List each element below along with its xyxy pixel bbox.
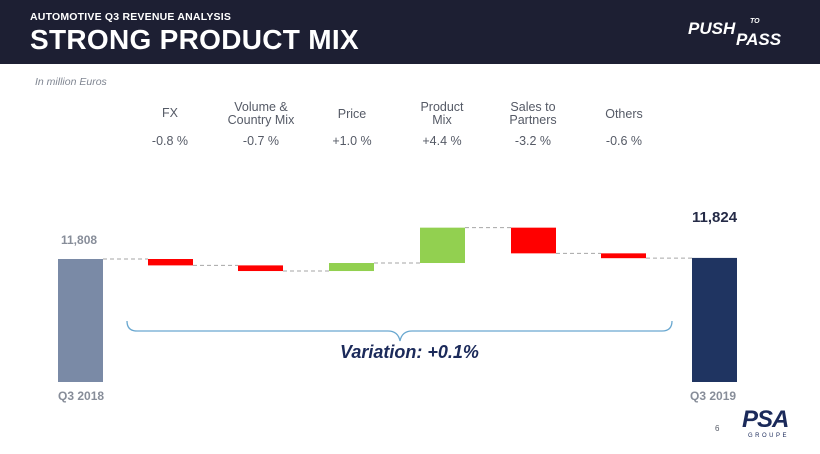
category-label-sales-to-partners: Sales to Partners xyxy=(488,101,578,127)
variation-brace xyxy=(126,320,673,342)
category-label-line2: Country Mix xyxy=(227,113,295,127)
start-value-label: 11,808 xyxy=(61,233,98,247)
start-bar xyxy=(58,259,103,382)
header-bar: AUTOMOTIVE Q3 REVENUE ANALYSIS STRONG PR… xyxy=(0,0,820,64)
category-label-line1: Sales to xyxy=(510,100,556,114)
pct-label-volume: -0.7 % xyxy=(242,134,280,148)
pct-label-product-mix: +4.4 % xyxy=(422,134,462,148)
step-bar-3 xyxy=(329,263,374,272)
step-bar-2 xyxy=(238,265,283,272)
end-category-label: Q3 2019 xyxy=(690,389,737,403)
pct-label-price: +1.0 % xyxy=(332,134,372,148)
end-bar xyxy=(692,257,737,382)
category-label-others: Others xyxy=(579,108,669,121)
logo-to-text: TO xyxy=(750,18,760,25)
units-note: In million Euros xyxy=(35,76,107,88)
logo-push-text: PUSH xyxy=(688,19,736,38)
step-bar-5 xyxy=(511,227,556,254)
psa-groupe-logo: PSA GROUPE xyxy=(742,406,802,444)
category-label-line2: Partners xyxy=(509,113,557,127)
category-label-line1: Price xyxy=(337,107,367,121)
logo-pass-text: PASS xyxy=(736,30,782,49)
category-label-line2: Mix xyxy=(432,113,452,127)
category-label-product-mix: Product Mix xyxy=(397,101,487,127)
pct-label-others: -0.6 % xyxy=(605,134,643,148)
category-label-volume: Volume & Country Mix xyxy=(216,101,306,127)
psa-logo-word: PSA xyxy=(742,406,789,433)
push-to-pass-logo: PUSH TO PASS xyxy=(688,16,798,49)
category-label-line1: Product xyxy=(420,100,464,114)
step-bar-1 xyxy=(148,259,193,266)
start-category-label: Q3 2018 xyxy=(58,389,105,403)
pct-label-sales-to-partners: -3.2 % xyxy=(514,134,552,148)
end-value-label: 11,824 xyxy=(692,209,738,226)
category-label-fx: FX xyxy=(125,107,215,120)
category-label-price: Price xyxy=(307,108,397,121)
variation-label: Variation: +0.1% xyxy=(340,342,479,362)
page-number: 6 xyxy=(715,424,720,433)
step-bar-4 xyxy=(420,227,465,264)
slide-title: STRONG PRODUCT MIX xyxy=(30,24,359,55)
step-bar-6 xyxy=(601,253,646,259)
category-label-line1: Volume & xyxy=(234,100,288,114)
psa-logo-sub: GROUPE xyxy=(748,433,790,439)
pct-label-fx: -0.8 % xyxy=(151,134,189,148)
category-label-line1: Others xyxy=(605,107,643,121)
category-label-line1: FX xyxy=(162,106,178,120)
slide-kicker: AUTOMOTIVE Q3 REVENUE ANALYSIS xyxy=(30,11,232,23)
